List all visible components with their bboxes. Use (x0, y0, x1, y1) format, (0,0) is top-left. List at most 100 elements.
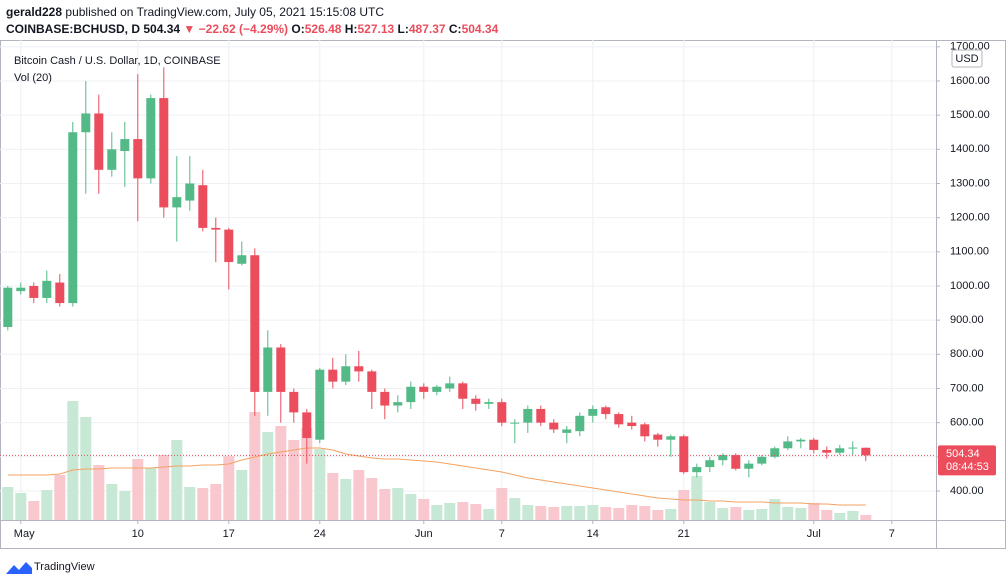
y-tick-label: 1400.00 (950, 143, 990, 155)
candle-body (263, 347, 273, 392)
y-tick-label: 900.00 (950, 314, 984, 326)
brand: TradingView (34, 561, 95, 573)
candle-body (81, 113, 91, 133)
volume-ma-line (7, 447, 866, 506)
volume-bar (93, 465, 105, 520)
volume-bar (860, 515, 872, 520)
candle-body (172, 197, 182, 208)
candle-body (510, 422, 520, 424)
candle-body (16, 287, 26, 292)
volume-bar (522, 505, 534, 520)
candle-body (822, 449, 832, 453)
candle-body (42, 280, 52, 298)
volume-bar (717, 508, 729, 520)
y-tick-label: 1000.00 (950, 280, 990, 292)
candle-body (627, 422, 637, 427)
candle-body (692, 467, 702, 473)
candle-body (653, 434, 663, 440)
x-tick-label: 24 (314, 528, 326, 540)
symbol-line: COINBASE:BCHUSD, D 504.34 ▼ −22.62 (−4.2… (6, 22, 499, 36)
candle-body (159, 98, 169, 208)
volume-bar (158, 455, 170, 520)
volume-bar (106, 484, 118, 520)
volume-bar (587, 505, 599, 520)
candle-body (484, 402, 494, 404)
volume-bar (834, 513, 846, 520)
candle-body (731, 455, 741, 469)
volume-bar (470, 504, 482, 520)
volume-bar (54, 475, 66, 520)
author: gerald228 (6, 5, 62, 19)
candle-body (770, 448, 780, 457)
candle-body (848, 447, 858, 449)
volume-bar (574, 506, 586, 520)
volume-bar (2, 487, 14, 520)
candle-body (380, 391, 390, 406)
candle-body (575, 415, 585, 432)
header-line: gerald228 published on TradingView.com, … (6, 5, 384, 19)
symbol: COINBASE:BCHUSD, D (6, 22, 140, 36)
currency-box[interactable] (951, 49, 983, 68)
x-tick-label: Jun (415, 528, 433, 540)
candle-body (536, 408, 546, 423)
candle-body (757, 456, 767, 464)
volume-bar (431, 505, 443, 520)
candle-body (315, 369, 325, 440)
volume-bar (769, 499, 781, 520)
volume-bar (392, 488, 404, 520)
volume-bar (379, 489, 391, 520)
candle-body (185, 183, 195, 201)
grid (0, 40, 936, 520)
chart-title: Bitcoin Cash / U.S. Dollar, 1D, COINBASE (14, 55, 221, 67)
volume-bar (483, 509, 495, 520)
price-tag-value: 504.34 (946, 448, 980, 460)
volume-bar (119, 491, 131, 520)
last-price: 504.34 (143, 22, 180, 36)
candle-body (471, 398, 481, 404)
candle-body (809, 439, 819, 450)
x-tick-label: 21 (678, 528, 690, 540)
volume-bar (236, 470, 248, 520)
volume-bar (28, 501, 40, 520)
axes-layer: 400.00500.00600.00700.00800.00900.001000… (14, 41, 990, 540)
volume-bar (444, 503, 456, 520)
volume-bar (41, 490, 53, 520)
volume-bar (496, 488, 508, 520)
x-tick-label: May (14, 528, 35, 540)
volume-bar (171, 440, 183, 520)
volume-bar (457, 502, 469, 520)
candle-body (497, 402, 507, 423)
volume-bar (405, 494, 417, 520)
volume-bar (730, 507, 742, 520)
volume-bar (301, 428, 313, 520)
volume-label: Vol (20) (14, 72, 52, 84)
change-pct: (−4.29%) (239, 22, 288, 36)
candle-body (549, 422, 559, 430)
volume-bar (652, 510, 664, 520)
candle-body (224, 229, 234, 263)
volume-bar (561, 506, 573, 520)
volume-bar (210, 484, 222, 520)
volume-bar (509, 498, 521, 520)
volume-bar (600, 507, 612, 520)
candle-body (718, 455, 728, 461)
countdown: 08:44:53 (946, 461, 989, 473)
change: −22.62 (199, 22, 236, 36)
candle-body (302, 412, 312, 439)
candle-body (861, 447, 871, 456)
volume-bar (639, 506, 651, 520)
volume-bar (15, 493, 27, 520)
candle-body (3, 287, 13, 327)
candle-body (133, 139, 143, 179)
candle-body (744, 463, 754, 469)
volume-bar (704, 502, 716, 520)
candle-body (289, 391, 299, 413)
volume-bar (197, 488, 209, 520)
candle-body (211, 227, 221, 230)
volume-bar (821, 510, 833, 520)
close-value: 504.34 (462, 22, 499, 36)
open-value: 526.48 (305, 22, 342, 36)
y-tick-label: 1500.00 (950, 109, 990, 121)
candle-body (432, 386, 442, 392)
candle-body (835, 448, 845, 453)
